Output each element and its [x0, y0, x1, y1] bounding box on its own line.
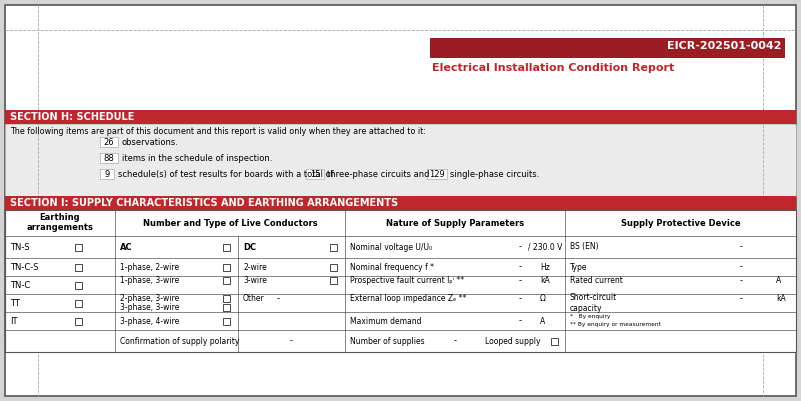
Text: single-phase circuits.: single-phase circuits.: [450, 170, 539, 179]
Text: Looped supply: Looped supply: [485, 336, 541, 346]
Text: 3-phase, 3-wire: 3-phase, 3-wire: [120, 303, 179, 312]
Bar: [330, 277, 337, 284]
Text: 15: 15: [310, 170, 320, 179]
Text: Confirmation of supply polarity: Confirmation of supply polarity: [120, 336, 239, 346]
Bar: [223, 295, 230, 302]
Bar: [100, 153, 118, 163]
Bar: [306, 169, 324, 179]
Text: EICR-202501-0042: EICR-202501-0042: [666, 41, 781, 51]
Bar: [223, 277, 230, 284]
Bar: [75, 263, 82, 271]
Bar: [427, 169, 447, 179]
Text: -: -: [518, 263, 521, 271]
Text: TN-C: TN-C: [10, 281, 30, 290]
Text: External loop impedance Zₑ **: External loop impedance Zₑ **: [350, 294, 466, 303]
Text: A: A: [540, 316, 545, 326]
Text: The following items are part of this document and this report is valid only when: The following items are part of this doc…: [10, 127, 426, 136]
Text: 129: 129: [429, 170, 445, 179]
Text: Number and Type of Live Conductors: Number and Type of Live Conductors: [143, 219, 317, 227]
Text: 2-wire: 2-wire: [243, 263, 267, 271]
Bar: [5, 124, 796, 196]
Text: Maximum demand: Maximum demand: [350, 316, 421, 326]
Text: -: -: [739, 294, 743, 303]
Text: -: -: [739, 263, 743, 271]
Text: 3-wire: 3-wire: [243, 276, 267, 285]
Bar: [551, 338, 558, 344]
Bar: [75, 318, 82, 324]
Text: Nominal frequency f *: Nominal frequency f *: [350, 263, 434, 271]
Text: Ω: Ω: [540, 294, 545, 303]
Text: A: A: [776, 276, 781, 285]
Text: 2-phase, 3-wire: 2-phase, 3-wire: [120, 294, 179, 303]
Text: Number of supplies: Number of supplies: [350, 336, 425, 346]
Text: Supply Protective Device: Supply Protective Device: [621, 219, 740, 227]
Text: observations.: observations.: [122, 138, 179, 147]
Text: -: -: [290, 336, 293, 346]
Bar: [223, 304, 230, 311]
Text: 26: 26: [103, 138, 115, 147]
Bar: [223, 243, 230, 251]
Text: Other: Other: [243, 294, 265, 303]
Bar: [5, 196, 796, 210]
Text: TN-S: TN-S: [10, 243, 30, 251]
Bar: [75, 282, 82, 288]
Text: Nature of Supply Parameters: Nature of Supply Parameters: [386, 219, 524, 227]
Text: BS (EN): BS (EN): [570, 243, 598, 251]
Bar: [223, 318, 230, 324]
Text: -: -: [518, 316, 521, 326]
Bar: [75, 243, 82, 251]
Bar: [5, 236, 796, 352]
Bar: [5, 210, 796, 352]
Bar: [223, 263, 230, 271]
Bar: [100, 169, 114, 179]
Bar: [330, 243, 337, 251]
Text: DC: DC: [243, 243, 256, 251]
Bar: [430, 38, 785, 58]
Text: Rated current: Rated current: [570, 276, 623, 285]
Bar: [330, 263, 337, 271]
Text: ** By enquiry or measurement: ** By enquiry or measurement: [570, 322, 661, 327]
Text: *   By enquiry: * By enquiry: [570, 314, 610, 319]
Text: three-phase circuits and: three-phase circuits and: [327, 170, 429, 179]
Bar: [75, 300, 82, 306]
Text: kA: kA: [776, 294, 786, 303]
Text: Nominal voltage U/U₀: Nominal voltage U/U₀: [350, 243, 432, 251]
Bar: [100, 137, 118, 147]
Text: Hz: Hz: [540, 263, 549, 271]
Text: TT: TT: [10, 298, 20, 308]
Text: TN-C-S: TN-C-S: [10, 263, 38, 271]
Text: Short-circuit
capacity: Short-circuit capacity: [570, 293, 618, 313]
Text: -: -: [739, 276, 743, 285]
Text: items in the schedule of inspection.: items in the schedule of inspection.: [122, 154, 272, 163]
Text: AC: AC: [120, 243, 133, 251]
Text: 9: 9: [104, 170, 110, 179]
Bar: [5, 110, 796, 124]
Bar: [5, 210, 796, 236]
Text: -: -: [276, 294, 280, 303]
Text: 3-phase, 4-wire: 3-phase, 4-wire: [120, 316, 179, 326]
Text: 88: 88: [103, 154, 115, 163]
Text: 1-phase, 3-wire: 1-phase, 3-wire: [120, 276, 179, 285]
Text: -: -: [518, 276, 521, 285]
Text: 1-phase, 2-wire: 1-phase, 2-wire: [120, 263, 179, 271]
Text: Prospective fault current Iₚⁱ **: Prospective fault current Iₚⁱ **: [350, 276, 464, 285]
Text: -: -: [518, 294, 521, 303]
Text: Electrical Installation Condition Report: Electrical Installation Condition Report: [432, 63, 674, 73]
Text: Type: Type: [570, 263, 587, 271]
Text: -: -: [518, 243, 521, 251]
Text: schedule(s) of test results for boards with a total of: schedule(s) of test results for boards w…: [118, 170, 334, 179]
Text: / 230.0 V: / 230.0 V: [528, 243, 562, 251]
Text: Earthing
arrangements: Earthing arrangements: [26, 213, 94, 233]
Text: SECTION H: SCHEDULE: SECTION H: SCHEDULE: [10, 112, 135, 122]
Text: IT: IT: [10, 316, 18, 326]
Text: -: -: [739, 243, 743, 251]
Text: -: -: [453, 336, 457, 346]
Text: kA: kA: [540, 276, 549, 285]
Text: SECTION I: SUPPLY CHARACTERISTICS AND EARTHING ARRANGEMENTS: SECTION I: SUPPLY CHARACTERISTICS AND EA…: [10, 198, 398, 208]
